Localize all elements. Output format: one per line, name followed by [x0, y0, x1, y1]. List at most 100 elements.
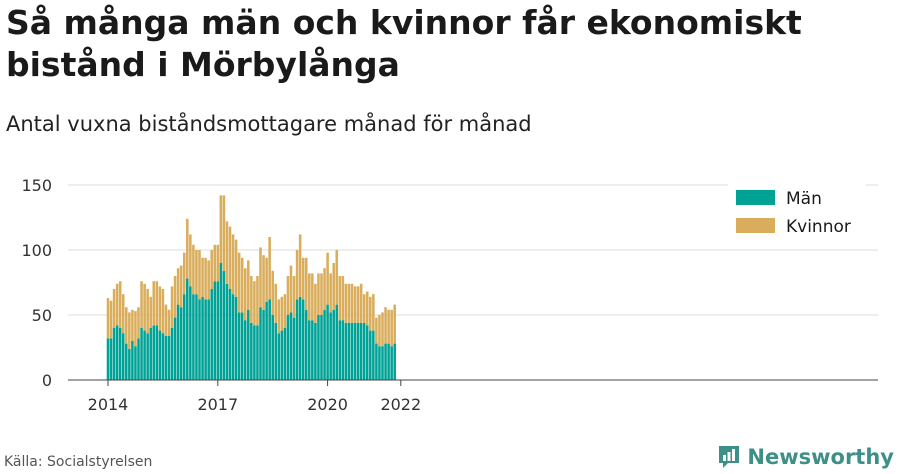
- bar-men: [326, 304, 329, 380]
- source-note: Källa: Socialstyrelsen: [4, 454, 153, 470]
- x-tick-label: 2014: [88, 395, 129, 414]
- bar-women: [280, 296, 284, 331]
- bar-women: [350, 283, 354, 323]
- legend-swatch: [736, 190, 775, 205]
- bar-men: [365, 325, 369, 380]
- bar-men: [393, 343, 396, 380]
- bar-men: [259, 307, 262, 380]
- bar-men: [338, 320, 342, 380]
- bar-men: [292, 317, 296, 380]
- y-tick-label: 100: [21, 241, 52, 260]
- bar-men: [350, 322, 354, 380]
- bar-men: [332, 309, 335, 380]
- bar-men: [301, 299, 305, 380]
- x-tick-label: 2017: [197, 395, 238, 414]
- bar-men: [106, 338, 110, 380]
- bar-men: [155, 325, 159, 380]
- bar-women: [140, 281, 143, 328]
- bar-men: [131, 341, 134, 380]
- bar-men: [176, 304, 180, 380]
- bar-women: [372, 294, 375, 331]
- bar-women: [115, 283, 119, 326]
- bar-men: [192, 294, 195, 380]
- bar-men: [317, 315, 320, 380]
- bar-men: [247, 309, 250, 380]
- bar-women: [320, 273, 323, 315]
- bar-men: [295, 299, 299, 380]
- y-tick-label: 150: [21, 176, 52, 195]
- bar-men: [323, 309, 326, 380]
- bar-women: [207, 260, 210, 300]
- newsworthy-logo-icon: [719, 446, 740, 468]
- bar-men: [125, 343, 128, 380]
- bar-women: [375, 317, 378, 344]
- bar-women: [158, 286, 162, 331]
- bar-women: [295, 250, 299, 300]
- bar-men: [222, 270, 226, 380]
- bar-men: [359, 322, 363, 380]
- bar-women: [329, 273, 332, 313]
- bar-men: [372, 330, 375, 380]
- bar-men: [225, 283, 229, 380]
- bar-men: [213, 281, 217, 380]
- bar-women: [213, 244, 217, 282]
- bar-men: [121, 333, 125, 380]
- bar-women: [298, 234, 302, 297]
- bar-women: [384, 307, 387, 344]
- bar-women: [231, 234, 235, 295]
- bar-women: [356, 286, 360, 323]
- bar-women: [109, 300, 113, 339]
- bar-men: [143, 330, 146, 380]
- bar-men: [243, 320, 247, 380]
- bar-men: [115, 325, 119, 380]
- bar-women: [189, 234, 192, 287]
- bar-men: [308, 320, 311, 380]
- bar-women: [176, 268, 180, 305]
- bar-men: [390, 346, 393, 380]
- bar-women: [314, 283, 317, 323]
- bar-men: [134, 346, 137, 380]
- bar-women: [253, 281, 256, 326]
- bar-women: [240, 257, 244, 313]
- bar-women: [146, 289, 149, 334]
- bar-women: [274, 283, 278, 323]
- bar-women: [134, 311, 137, 347]
- bar-men: [387, 343, 390, 380]
- legend-label: Kvinnor: [786, 217, 851, 237]
- bar-men: [140, 328, 143, 380]
- bar-women: [311, 273, 314, 321]
- bar-men: [112, 328, 116, 380]
- bar-women: [237, 252, 241, 313]
- bar-women: [118, 281, 122, 328]
- bar-men: [173, 317, 177, 380]
- bar-women: [347, 283, 351, 323]
- bar-women: [283, 294, 287, 328]
- bar-men: [381, 346, 384, 380]
- bar-men: [167, 335, 171, 380]
- bar-men: [311, 320, 314, 380]
- chart-title: Så många män och kvinnor får ekonomiskt …: [6, 3, 802, 84]
- bar-men: [356, 322, 360, 380]
- bar-men: [378, 346, 381, 380]
- bar-women: [222, 195, 226, 271]
- bar-men: [320, 315, 323, 380]
- bar-women: [125, 307, 128, 344]
- bar-men: [344, 322, 348, 380]
- bar-women: [161, 289, 165, 334]
- bar-women: [369, 296, 372, 331]
- bar-women: [381, 312, 384, 347]
- bar-women: [243, 268, 247, 321]
- bar-men: [289, 312, 293, 380]
- bar-men: [369, 330, 372, 380]
- bar-women: [204, 257, 207, 300]
- bar-men: [274, 322, 278, 380]
- bar-women: [198, 250, 201, 300]
- bar-women: [353, 286, 357, 323]
- bar-women: [256, 276, 259, 326]
- bar-women: [219, 195, 223, 263]
- bar-men: [128, 348, 131, 380]
- bar-men: [186, 278, 189, 380]
- bar-men: [161, 333, 165, 380]
- bar-men: [201, 296, 204, 380]
